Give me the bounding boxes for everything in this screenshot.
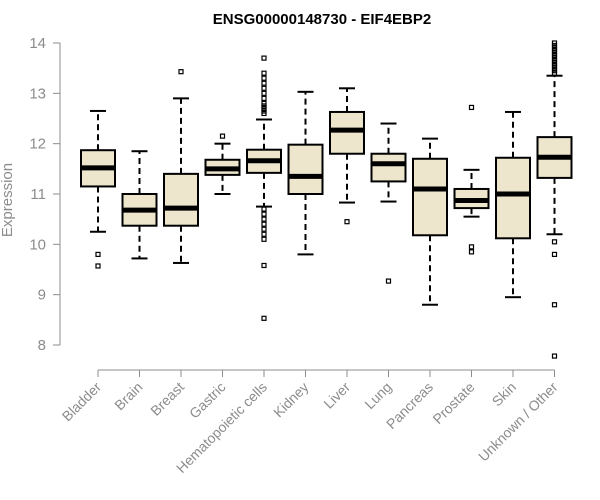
y-tick-label: 11 [30,186,46,203]
box-group [495,110,531,299]
box-group [121,150,158,260]
outlier-point [344,219,350,225]
outlier-point [219,133,226,139]
outlier-point [468,104,475,111]
boxes-group [80,40,573,359]
box-group [370,122,407,284]
outlier-point [261,216,267,222]
box-group [536,40,573,359]
outlier-point [261,221,267,227]
y-tick-label: 14 [29,35,46,52]
outlier-point [261,262,267,269]
x-tick-label: Brain [111,379,145,413]
outlier-point [261,70,267,76]
x-tick-label: Bladder [59,379,105,425]
outlier-point [95,263,101,269]
outlier-point [261,206,267,212]
iqr-box [495,156,531,240]
iqr-box [370,152,407,183]
outlier-point [551,70,558,76]
outlier-point [261,75,267,81]
x-tick-label: Skin [489,379,520,410]
outlier-point [261,226,267,232]
box-group [246,55,282,321]
outlier-point [261,80,267,86]
chart-title: ENSG00000148730 - EIF4EBP2 [213,11,431,28]
outlier-point [95,251,101,257]
y-axis: 8 9 10 11 12 13 14 [29,35,61,354]
outlier-point [261,315,267,321]
outlier-point [551,251,558,257]
outlier-point [261,55,267,61]
iqr-box [287,143,324,196]
box-group [163,69,199,264]
box-group [80,109,116,269]
outlier-point [385,278,392,284]
y-axis-label: Expression [0,163,16,237]
x-tick-label: Liver [320,379,353,412]
y-tick-label: 8 [38,337,46,354]
outlier-point [261,85,267,91]
box-group [412,137,448,306]
x-tick-label: Breast [147,379,187,419]
iqr-box [412,157,448,237]
outlier-point [261,236,267,242]
outlier-point [178,69,184,75]
outlier-point [261,110,267,117]
outlier-point [468,249,475,255]
x-tick-label: Prostate [429,379,477,427]
y-tick-label: 13 [29,85,46,102]
box-group [329,87,365,225]
box-group [204,133,241,195]
y-tick-label: 12 [29,136,46,153]
iqr-box [163,172,199,227]
x-tick-label: Unknown / Other [475,379,561,465]
outlier-point [551,302,558,308]
outlier-point [468,244,475,250]
y-tick-label: 10 [29,236,46,253]
outlier-point [261,211,267,217]
outlier-point [261,231,267,237]
x-tick-label: Lung [361,379,394,412]
outlier-point [261,95,267,101]
box-group [453,104,490,255]
outlier-point [551,239,558,245]
outlier-point [261,90,267,96]
y-tick-label: 9 [38,287,46,304]
outlier-point [551,353,558,359]
iqr-box [329,110,365,155]
box-group [287,90,324,256]
x-tick-label: Kidney [270,379,312,421]
